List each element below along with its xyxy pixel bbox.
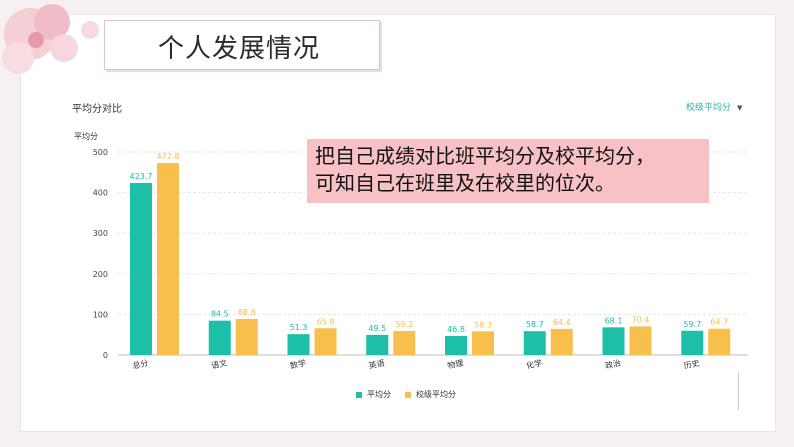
- title-box: [104, 20, 380, 70]
- data-label: 68.1: [605, 316, 623, 325]
- x-tick-label: 数学: [289, 358, 307, 371]
- data-label: 70.4: [632, 315, 650, 324]
- bar: [208, 320, 231, 355]
- legend-item-series1[interactable]: 平均分: [356, 389, 391, 400]
- bar: [629, 326, 652, 355]
- legend-item-series2[interactable]: 校级平均分: [405, 389, 456, 400]
- data-label: 65.8: [317, 317, 335, 326]
- bar: [130, 182, 152, 355]
- x-tick-label: 政治: [604, 358, 622, 371]
- bar: [550, 328, 573, 355]
- x-tick-label: 物理: [447, 358, 465, 371]
- x-tick-label: 语文: [210, 358, 228, 371]
- x-tick-label: 历史: [683, 358, 701, 371]
- bar: [366, 334, 389, 355]
- callout-box: 把自己成绩对比班平均分及校平均分， 可知自己在班里及在校里的位次。: [307, 139, 709, 203]
- data-label: 51.3: [290, 323, 308, 332]
- legend-label-series1: 平均分: [367, 390, 391, 399]
- bar: [681, 330, 704, 355]
- bar: [708, 328, 731, 355]
- y-axis-label: 平均分: [74, 131, 98, 141]
- data-label: 59.7: [683, 320, 701, 329]
- bar: [523, 331, 546, 355]
- bar: [472, 331, 494, 355]
- y-tick-label: 100: [93, 310, 108, 319]
- y-tick-label: 500: [93, 148, 108, 157]
- legend-label-series2: 校级平均分: [416, 390, 456, 399]
- data-label: 84.5: [211, 310, 229, 319]
- bar: [602, 327, 625, 355]
- bar: [314, 328, 337, 355]
- callout-line-2: 可知自己在班里及在校里的位次。: [315, 171, 615, 195]
- dropdown-label: 校级平均分: [686, 103, 732, 113]
- legend-swatch-series2: [405, 391, 411, 398]
- chart-legend: 平均分 校级平均分: [356, 389, 456, 400]
- data-label: 64.7: [710, 318, 728, 327]
- data-label: 58.7: [526, 320, 544, 329]
- caret-down-icon: ▼: [737, 104, 743, 112]
- data-label: 59.2: [395, 320, 413, 329]
- decorative-line: [738, 372, 739, 410]
- y-tick-label: 0: [103, 351, 108, 360]
- x-tick-label: 英语: [368, 358, 386, 371]
- data-label: 58.3: [474, 320, 492, 329]
- bar: [287, 334, 310, 355]
- y-tick-label: 200: [93, 270, 108, 279]
- flower-decoration: [2, 4, 99, 74]
- y-tick-label: 400: [93, 189, 108, 198]
- bar: [235, 318, 258, 355]
- bar: [157, 163, 179, 355]
- legend-swatch-series1: [356, 391, 362, 398]
- data-label: 49.5: [368, 324, 386, 333]
- data-label: 423.7: [130, 172, 153, 181]
- series-dropdown[interactable]: 校级平均分 ▼: [686, 100, 742, 113]
- bar: [393, 330, 416, 355]
- data-label: 64.4: [553, 318, 571, 327]
- data-label: 472.8: [157, 152, 180, 161]
- data-label: 46.8: [447, 325, 465, 334]
- page-title: 个人发展情况: [158, 34, 321, 64]
- y-tick-label: 300: [93, 229, 108, 238]
- chart-title: 平均分对比: [72, 104, 122, 115]
- callout-line-1: 把自己成绩对比班平均分及校平均分，: [315, 144, 655, 168]
- data-label: 88.8: [238, 308, 256, 317]
- x-tick-label: 总分: [132, 358, 150, 371]
- bar: [445, 335, 467, 355]
- x-tick-label: 化学: [525, 358, 543, 371]
